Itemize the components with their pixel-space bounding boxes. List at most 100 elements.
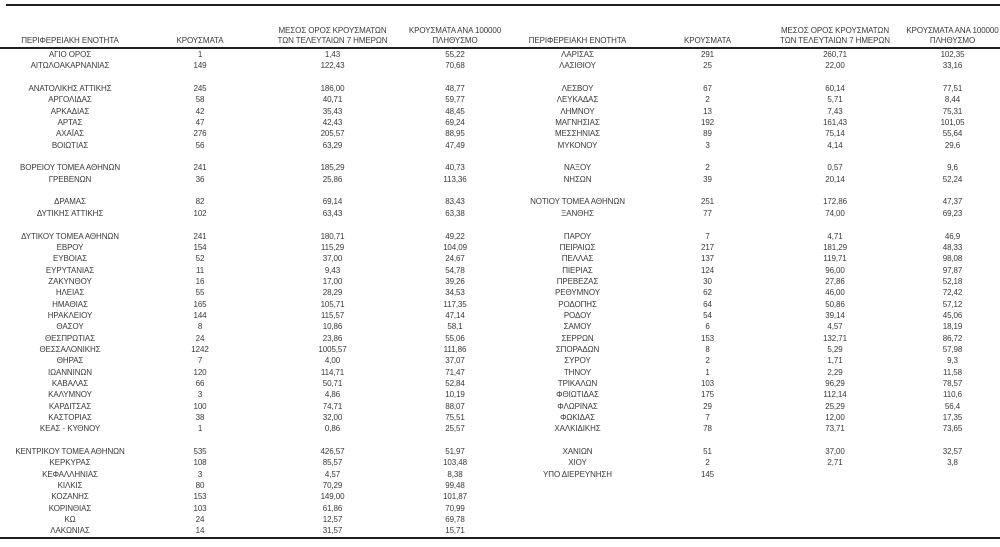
cases-cell: 78 [703, 424, 712, 434]
per100k-cell: 46,9 [944, 231, 961, 241]
table-row: ΒΟΡΕΙΟΥ ΤΟΜΕΑ ΑΘΗΝΩΝ 241 185,29 40,73 ΝΑΞΟΥ 2… [0, 162, 1000, 173]
cases-cell: 2 [705, 95, 710, 105]
cases-cell: 6 [705, 322, 710, 332]
region-cell: ΛΑΚΩΝΙΑΣ [50, 526, 90, 536]
region-cell: ΤΡΙΚΑΛΩΝ [557, 378, 598, 388]
avg7-cell: 205,57 [320, 129, 345, 139]
cases-cell: 124 [700, 265, 715, 275]
table-row: ΑΙΤΩΛΟΑΚΑΡΝΑΝΙΑΣ 149 122,43 70,68 ΛΑΣΙΘΙΟΥ 25… [0, 60, 1000, 71]
per100k-cell: 10,19 [445, 390, 465, 400]
avg7-cell: 42,43 [322, 118, 343, 128]
cases-cell: 80 [195, 481, 205, 491]
avg7-cell: 37,00 [322, 254, 343, 264]
region-cell: ΛΗΜΝΟΥ [560, 106, 595, 116]
avg7-cell: 119,71 [823, 254, 847, 264]
region-cell: ΛΑΡΙΣΑΣ [561, 50, 594, 59]
cases-cell: 66 [195, 378, 205, 388]
per100k-cell: 52,24 [942, 174, 963, 184]
avg7-cell: 50,86 [825, 299, 845, 309]
cases-cell: 89 [703, 129, 712, 139]
cases-cell: 245 [193, 84, 207, 94]
cases-cell: 7 [197, 356, 203, 366]
avg7-cell: 74,00 [825, 208, 845, 218]
region-cell: ΧΙΟΥ [568, 458, 587, 468]
separator-cell [505, 151, 1000, 162]
cases-cell: 1 [197, 50, 203, 59]
table-row: ΕΥΒΟΙΑΣ 52 37,00 24,67 ΠΕΛΛΑΣ 137 119,71 98,08 [0, 253, 1000, 264]
cases-cell: 241 [193, 163, 207, 173]
avg7-cell: 1,71 [827, 356, 843, 366]
per100k-cell: 8,44 [944, 95, 961, 105]
per100k-cell: 37,07 [445, 356, 465, 366]
table-row: ΒΟΙΩΤΙΑΣ 56 63,29 47,49 ΜΥΚΟΝΟΥ 3 4,14 29,6 [0, 140, 1000, 151]
table-header: ΠΕΡΙΦΕΡΕΙΑΚΗ ΕΝΟΤΗΤΑ ΚΡΟΥΣΜΑΤΑ ΜΕΣΟΣ ΟΡΟ… [0, 6, 1000, 49]
table-row: ΚΑΛΥΜΝΟΥ 3 4,86 10,19 ΦΘΙΩΤΙΔΑΣ 175 112,14 110,… [0, 389, 1000, 400]
avg7-cell: 22,00 [825, 61, 845, 71]
per100k-cell: 86,72 [942, 333, 963, 343]
separator-cell [0, 72, 505, 83]
region-cell: ΠΕΙΡΑΙΩΣ [559, 242, 596, 252]
cases-cell: 1 [705, 367, 710, 377]
cases-cell: 64 [703, 299, 712, 309]
separator-cell [505, 503, 1000, 514]
per100k-cell: 25,57 [445, 424, 465, 434]
table-row: ΘΑΣΟΥ 8 10,86 58,1 ΣΑΜΟΥ 6 4,57 18,19 [0, 321, 1000, 332]
table-row: ΖΑΚΥΝΘΟΥ 16 17,00 39,26 ΠΡΕΒΕΖΑΣ 30 27,86 52,18 [0, 276, 1000, 287]
avg7-cell: 74,71 [322, 401, 343, 411]
table-row: ΚΑΡΔΙΤΣΑΣ 100 74,71 88,07 ΦΛΩΡΙΝΑΣ 29 25,29 56,… [0, 401, 1000, 412]
table-row: ΚΑΒΑΛΑΣ 66 50,71 52,84 ΤΡΙΚΑΛΩΝ 103 96,29 78,57 [0, 378, 1000, 389]
per100k-cell: 9,6 [947, 163, 958, 173]
per100k-cell: 57,12 [942, 299, 963, 309]
per100k-cell: 48,33 [942, 242, 963, 252]
per100k-cell: 102,35 [940, 50, 965, 59]
region-cell: ΚΙΛΚΙΣ [57, 481, 83, 491]
region-cell: ΑΝΑΤΟΛΙΚΗΣ ΑΤΤΙΚΗΣ [28, 84, 112, 94]
avg7-cell: 31,57 [322, 526, 343, 536]
avg7-cell: 39,14 [825, 310, 845, 320]
separator-cell [505, 185, 1000, 196]
avg7-cell: 2,29 [827, 367, 843, 377]
cases-cell: 1242 [191, 344, 209, 354]
region-cell: ΠΑΡΟΥ [563, 231, 592, 241]
cases-cell: 13 [703, 106, 712, 116]
per100k-cell: 54,78 [445, 265, 465, 275]
cases-cell: 24 [195, 333, 205, 343]
region-cell: ΦΛΩΡΙΝΑΣ [557, 401, 598, 411]
region-cell: ΚΑΣΤΟΡΙΑΣ [48, 413, 92, 422]
cases-cell: 120 [193, 367, 207, 377]
region-cell: ΘΕΣΣΑΛΟΝΙΚΗΣ [39, 344, 101, 354]
region-cell: ΗΡΑΚΛΕΙΟΥ [47, 310, 93, 320]
region-cell: ΦΘΙΩΤΙΔΑΣ [556, 390, 599, 400]
cases-cell: 3 [705, 140, 710, 150]
table-row: ΑΡΚΑΔΙΑΣ 42 35,43 48,45 ΛΗΜΝΟΥ 13 7,43 75,31 [0, 106, 1000, 117]
region-cell: ΖΑΚΥΝΘΟΥ [48, 276, 92, 286]
region-cell: ΑΡΤΑΣ [57, 118, 83, 128]
cases-cell: 144 [193, 310, 207, 320]
table-row: ΔΥΤΙΚΟΥ ΤΟΜΕΑ ΑΘΗΝΩΝ 241 180,71 49,22 ΠΑΡΟΥ 7… [0, 231, 1000, 242]
table-row: ΔΡΑΜΑΣ 82 69,14 83,43 ΝΟΤΙΟΥ ΤΟΜΕΑ ΑΘΗΝΩΝ 251… [0, 196, 1000, 207]
per100k-cell: 73,65 [942, 424, 963, 434]
avg7-cell: 180,71 [320, 231, 345, 241]
table-row: ΚΑΣΤΟΡΙΑΣ 38 32,00 75,51 ΦΩΚΙΔΑΣ 7 12,00 17,35 [0, 412, 1000, 423]
region-cell: ΛΕΣΒΟΥ [561, 84, 594, 94]
avg7-cell: 37,00 [825, 447, 845, 457]
table-row: ΑΡΓΟΛΙΔΑΣ 58 40,71 59,77 ΛΕΥΚΑΔΑΣ 2 5,71 8,44 [0, 94, 1000, 105]
per100k-cell: 72,42 [942, 288, 963, 298]
table-row: ΑΝΑΤΟΛΙΚΗΣ ΑΤΤΙΚΗΣ 245 186,00 48,77 ΛΕΣΒΟΥ 67… [0, 83, 1000, 94]
per100k-cell: 103,48 [443, 458, 467, 468]
region-cell: ΔΥΤΙΚΗΣ ΑΤΤΙΚΗΣ [36, 208, 104, 218]
cases-cell: 217 [700, 242, 715, 252]
avg7-cell: 96,00 [825, 265, 845, 275]
region-cell: ΕΒΡΟΥ [56, 242, 84, 252]
cases-cell: 100 [193, 401, 207, 411]
avg7-cell: 115,29 [320, 242, 345, 252]
cases-cell: 67 [703, 84, 712, 94]
per100k-cell: 111,86 [443, 344, 467, 354]
cases-cell: 291 [700, 50, 715, 59]
avg7-cell: 32,00 [322, 413, 343, 422]
cases-cell: 8 [197, 322, 203, 332]
cases-cell: 14 [195, 526, 205, 536]
per100k-cell: 71,47 [445, 367, 465, 377]
cases-cell: 24 [195, 515, 205, 525]
